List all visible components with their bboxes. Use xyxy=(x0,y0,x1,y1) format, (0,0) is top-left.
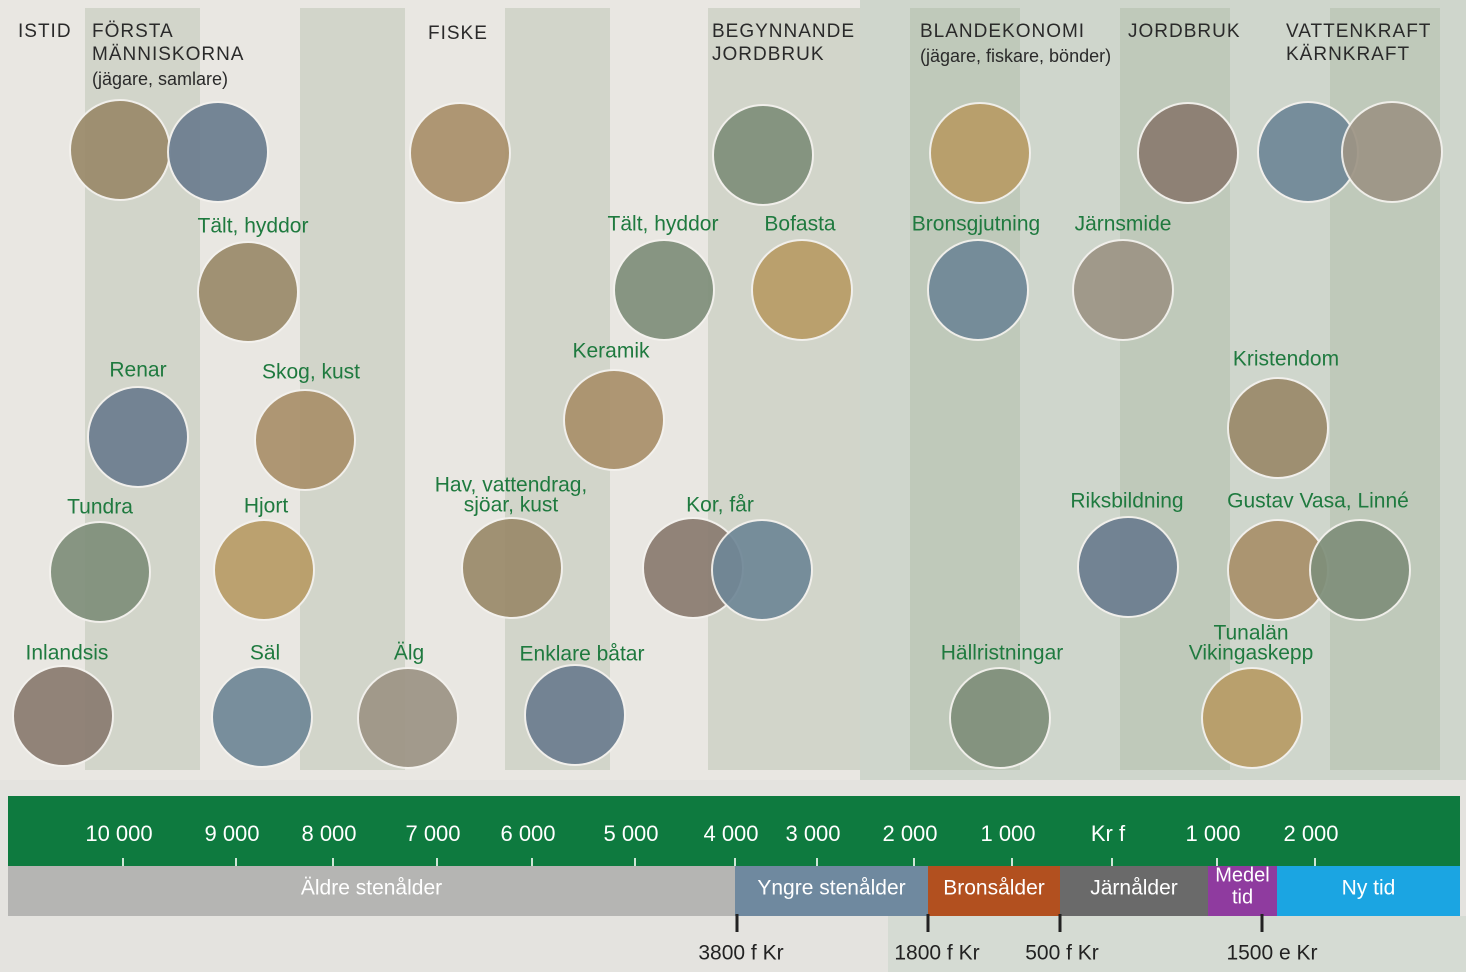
picture-circle xyxy=(525,665,625,765)
topic-label: Renar xyxy=(109,358,166,381)
timeline-label: Kr f xyxy=(1091,821,1126,846)
period-label: Bronsålder xyxy=(943,876,1045,899)
topic-label: Inlandsis xyxy=(26,641,109,664)
picture-circle xyxy=(410,103,510,203)
period-label: tid xyxy=(1232,887,1253,909)
topic-label: sjöar, kust xyxy=(464,493,559,516)
topic-label: Älg xyxy=(394,641,424,664)
topic-label: Hjort xyxy=(244,494,289,517)
period-label: Medel xyxy=(1215,865,1269,887)
picture-circle xyxy=(214,520,314,620)
topic-label: Riksbildning xyxy=(1070,489,1183,512)
topic-label: Bronsgjutning xyxy=(912,212,1040,235)
period-label: Yngre stenålder xyxy=(757,876,905,899)
topic-label: Bofasta xyxy=(764,212,836,235)
picture-circle xyxy=(168,102,268,202)
timeline-label: 1 000 xyxy=(1185,821,1240,846)
topic-label: Enklare båtar xyxy=(520,642,645,665)
picture-circle xyxy=(1138,103,1238,203)
period-label: Äldre stenålder xyxy=(301,876,442,899)
page: ISTID FÖRSTAMÄNNISKORNA (jägare, samlare) F… xyxy=(0,0,1466,972)
picture-circle xyxy=(1228,378,1328,478)
picture-circle xyxy=(1078,517,1178,617)
topic-label: Tundra xyxy=(67,495,133,518)
period-label: Ny tid xyxy=(1342,876,1396,899)
marker-label: 500 f Kr xyxy=(1025,941,1099,964)
picture-circle xyxy=(198,242,298,342)
picture-circle xyxy=(13,666,113,766)
era-heading: FISKE xyxy=(428,23,488,44)
topic-label: Järnsmide xyxy=(1075,212,1172,235)
picture-circle xyxy=(752,240,852,340)
timeline-label: 5 000 xyxy=(603,821,658,846)
picture-circle xyxy=(88,387,188,487)
era-heading: VATTENKRAFT xyxy=(1286,21,1431,42)
marker-label: 3800 f Kr xyxy=(698,941,783,964)
picture-circle xyxy=(564,370,664,470)
topic-label: Skog, kust xyxy=(262,360,360,383)
topic-label: Keramik xyxy=(572,339,650,362)
picture-circle xyxy=(1202,668,1302,768)
period-label: Järnålder xyxy=(1090,876,1178,899)
picture-circle xyxy=(212,667,312,767)
timeline-label: 8 000 xyxy=(301,821,356,846)
era-heading: (jägare, fiskare, bönder) xyxy=(920,46,1111,66)
timeline-label: 10 000 xyxy=(85,821,152,846)
timeline-label: 2 000 xyxy=(882,821,937,846)
topic-label: Tält, hyddor xyxy=(608,212,719,235)
era-heading: JORDBRUK xyxy=(1128,21,1241,42)
picture-circle xyxy=(462,518,562,618)
timeline-label: 3 000 xyxy=(785,821,840,846)
picture-circle xyxy=(50,522,150,622)
marker-label: 1800 f Kr xyxy=(894,941,979,964)
era-heading: FÖRSTA xyxy=(92,21,174,42)
era-heading: BLANDEKONOMI xyxy=(920,21,1085,42)
topic-label: Hällristningar xyxy=(941,641,1064,664)
timeline-label: 4 000 xyxy=(703,821,758,846)
topic-label: Gustav Vasa, Linné xyxy=(1227,489,1409,512)
timeline-label: 9 000 xyxy=(204,821,259,846)
topic-label: Kor, får xyxy=(686,493,754,516)
era-heading: BEGYNNANDE xyxy=(712,21,855,42)
picture-circle xyxy=(713,105,813,205)
era-heading: ISTID xyxy=(18,21,72,42)
marker-label: 1500 e Kr xyxy=(1226,941,1317,964)
era-heading: KÄRNKRAFT xyxy=(1286,44,1410,65)
picture-circle xyxy=(70,100,170,200)
era-heading: (jägare, samlare) xyxy=(92,69,228,89)
picture-circle xyxy=(614,240,714,340)
timeline-label: 6 000 xyxy=(500,821,555,846)
era-heading: JORDBRUK xyxy=(712,44,825,65)
picture-circle xyxy=(930,103,1030,203)
picture-circle xyxy=(255,390,355,490)
background-stripe xyxy=(300,8,405,770)
picture-circle xyxy=(358,668,458,768)
timeline-label: 7 000 xyxy=(405,821,460,846)
picture-circle xyxy=(950,668,1050,768)
picture-circle xyxy=(1310,520,1410,620)
picture-circle xyxy=(1073,240,1173,340)
topic-label: Kristendom xyxy=(1233,347,1339,370)
picture-circle xyxy=(928,240,1028,340)
timeline-label: 2 000 xyxy=(1283,821,1338,846)
topic-label: Vikingaskepp xyxy=(1189,641,1314,664)
topic-label: Tält, hyddor xyxy=(198,214,309,237)
picture-circle xyxy=(712,520,812,620)
era-heading: MÄNNISKORNA xyxy=(92,44,244,65)
timeline-label: 1 000 xyxy=(980,821,1035,846)
topic-label: Säl xyxy=(250,641,280,664)
picture-circle xyxy=(1342,102,1442,202)
timeline-infographic: ISTID FÖRSTAMÄNNISKORNA (jägare, samlare) F… xyxy=(0,0,1466,972)
